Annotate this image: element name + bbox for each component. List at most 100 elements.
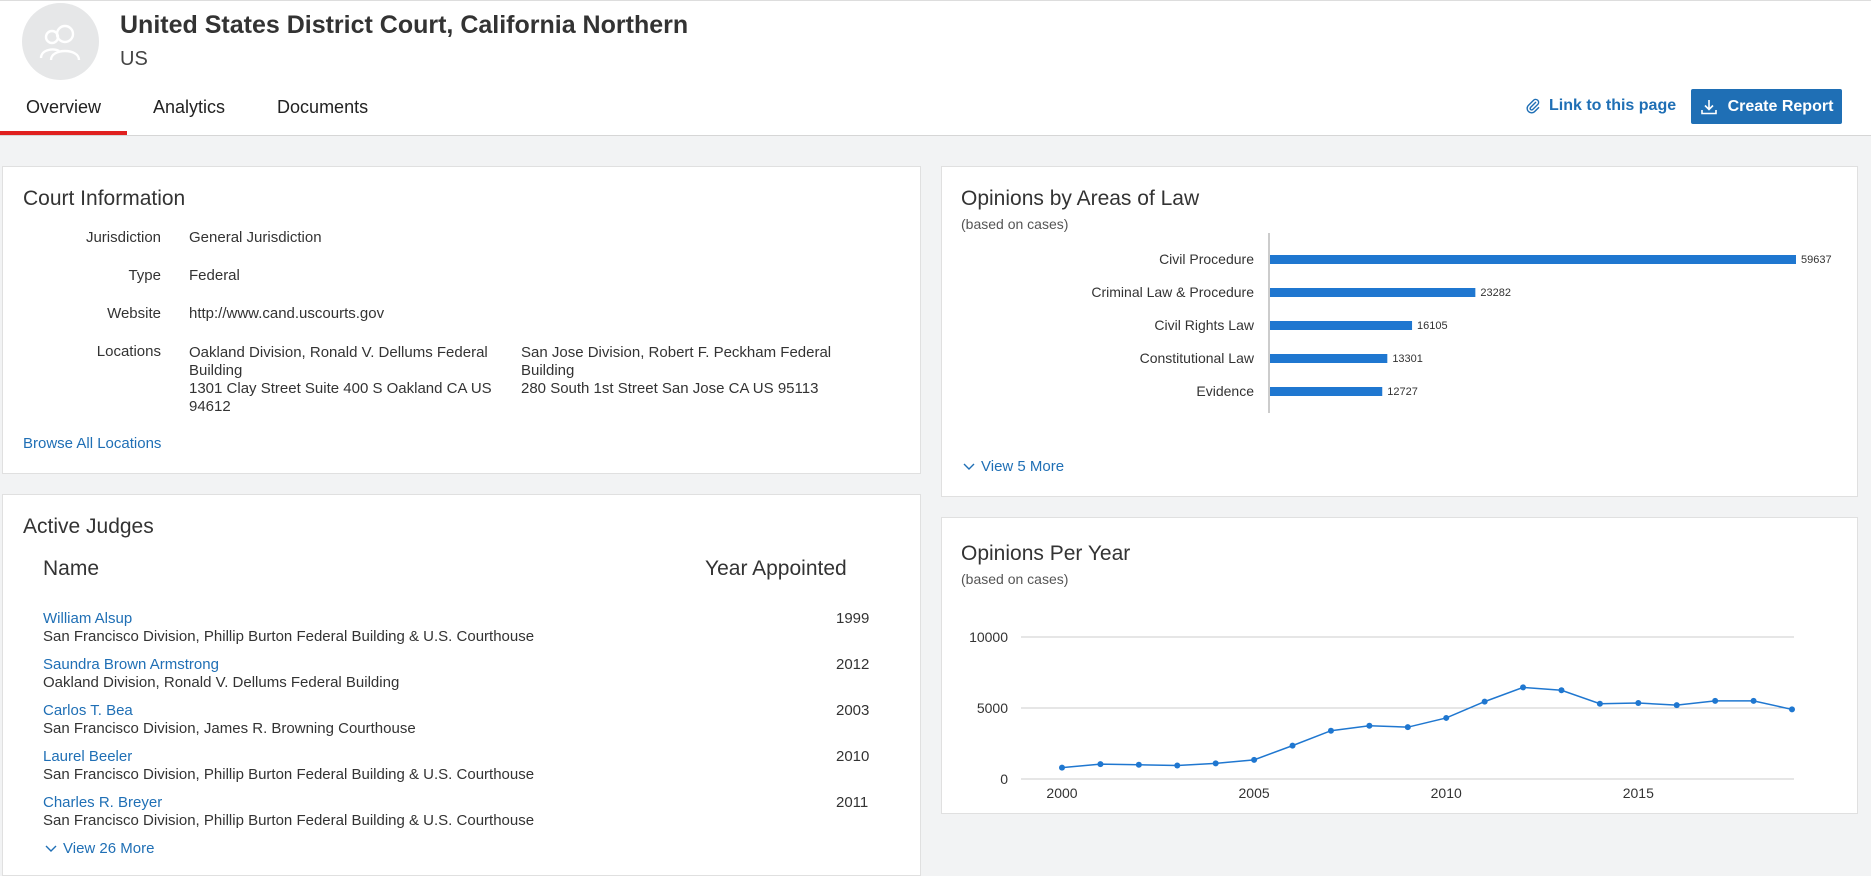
judge-year: 1999: [836, 610, 870, 627]
page-header: United States District Court, California…: [0, 0, 1871, 136]
data-point: [1443, 714, 1450, 721]
bar-value-label: 23282: [1480, 287, 1511, 299]
location-name-line: Building: [521, 362, 575, 379]
location-name-line: San Jose Division, Robert F. Peckham Fed…: [521, 344, 832, 361]
y-tick-label: 0: [1000, 771, 1008, 787]
data-point: [1289, 742, 1296, 749]
tab-bar: Overview Analytics Documents: [0, 93, 394, 135]
data-point: [1097, 761, 1104, 768]
data-point: [1520, 684, 1527, 691]
judge-name-link[interactable]: Carlos T. Bea: [43, 702, 133, 719]
court-country: US: [120, 48, 148, 70]
opinions-per-year-chart: 0 5000 10000 2000 2005 2010 2015: [969, 629, 1795, 800]
opinions-per-year-card: Opinions Per Year (based on cases) 0 5000…: [941, 517, 1858, 814]
bar-value-label: 16105: [1417, 320, 1448, 332]
judge-division: San Francisco Division, James R. Brownin…: [43, 720, 416, 737]
website-link[interactable]: http://www.cand.uscourts.gov: [189, 305, 385, 322]
bar-category-label: Constitutional Law: [1140, 350, 1255, 366]
location-address-line: 94612: [189, 398, 231, 415]
data-point: [1135, 761, 1142, 768]
data-point: [1596, 700, 1603, 707]
tab-overview[interactable]: Overview: [0, 93, 128, 135]
y-tick-label: 10000: [969, 629, 1008, 645]
bar: [1270, 288, 1476, 297]
data-point: [1712, 697, 1719, 704]
judge-year: 2011: [836, 794, 869, 811]
bar: [1270, 321, 1413, 330]
areas-of-law-card: Opinions by Areas of Law (based on cases…: [941, 166, 1858, 497]
opinions-per-year-subtitle: (based on cases): [961, 571, 1069, 587]
court-avatar: [22, 3, 99, 80]
location-name-line: Oakland Division, Ronald V. Dellums Fede…: [189, 344, 488, 361]
location-address-line: 280 South 1st Street San Jose CA US 9511…: [521, 380, 819, 397]
judge-row: Saundra Brown Armstrong Oakland Division…: [43, 656, 869, 691]
areas-of-law-chart: Civil Procedure 59637 Criminal Law & Proce…: [1091, 233, 1832, 413]
bar-category-label: Civil Rights Law: [1154, 317, 1254, 333]
bar-category-label: Evidence: [1196, 383, 1254, 399]
x-tick-label: 2005: [1239, 785, 1270, 800]
location-name-line: Building: [189, 362, 243, 379]
tab-analytics[interactable]: Analytics: [153, 97, 226, 117]
download-icon: [1700, 99, 1717, 114]
location-address-line: 1301 Clay Street Suite 400 S Oakland CA …: [189, 380, 492, 397]
page-title: United States District Court, California…: [120, 11, 689, 39]
type-label: Type: [128, 267, 161, 284]
data-point: [1251, 756, 1258, 763]
data-point: [1673, 702, 1680, 709]
judge-row: Carlos T. Bea San Francisco Division, Ja…: [43, 702, 869, 737]
judge-name-link[interactable]: William Alsup: [43, 610, 133, 627]
judge-year: 2012: [836, 656, 870, 673]
bar: [1270, 387, 1383, 396]
judge-name-link[interactable]: Saundra Brown Armstrong: [43, 656, 219, 673]
bar-value-label: 59637: [1801, 254, 1832, 266]
judge-name-link[interactable]: Laurel Beeler: [43, 748, 133, 765]
link-to-page[interactable]: Link to this page: [1525, 97, 1676, 115]
judge-year: 2003: [836, 702, 870, 719]
locations-label: Locations: [96, 343, 161, 360]
judge-year: 2010: [836, 748, 870, 765]
browse-all-locations-link[interactable]: Browse All Locations: [23, 435, 162, 452]
website-label: Website: [107, 305, 161, 322]
bar-category-label: Civil Procedure: [1159, 251, 1254, 267]
active-judges-title: Active Judges: [23, 515, 154, 538]
data-point: [1366, 722, 1373, 729]
judge-row: Charles R. Breyer San Francisco Division…: [43, 794, 868, 829]
active-judges-card: Active Judges Name Year Appointed Willia…: [2, 494, 921, 876]
create-report-label: Create Report: [1727, 97, 1834, 115]
data-point: [1174, 762, 1181, 769]
data-point: [1059, 764, 1065, 771]
judge-row: William Alsup San Francisco Division, Ph…: [43, 610, 869, 645]
jurisdiction-label: Jurisdiction: [85, 229, 161, 246]
view-more-judges-label: View 26 More: [63, 840, 155, 857]
view-more-areas-label: View 5 More: [981, 458, 1065, 475]
x-tick-label: 2015: [1623, 785, 1654, 800]
judge-division: Oakland Division, Ronald V. Dellums Fede…: [43, 674, 400, 691]
paperclip-icon: [1526, 98, 1540, 114]
view-more-areas-link[interactable]: View 5 More: [963, 458, 1064, 475]
court-information-title: Court Information: [23, 187, 186, 210]
data-point: [1212, 760, 1219, 767]
location-san-jose: San Jose Division, Robert F. Peckham Fed…: [521, 344, 841, 398]
location-oakland: Oakland Division, Ronald V. Dellums Fede…: [189, 344, 509, 416]
bar: [1270, 255, 1796, 264]
view-more-judges-link[interactable]: View 26 More: [45, 840, 154, 857]
y-tick-label: 5000: [977, 700, 1008, 716]
column-header-name: Name: [43, 557, 100, 580]
judge-division: San Francisco Division, Phillip Burton F…: [43, 766, 535, 783]
users-icon: [39, 24, 80, 60]
opinions-per-year-title: Opinions Per Year: [961, 542, 1131, 565]
areas-of-law-title: Opinions by Areas of Law: [961, 187, 1200, 210]
data-point: [1481, 698, 1488, 705]
series-line: [1061, 686, 1793, 769]
create-report-button[interactable]: Create Report: [1691, 89, 1842, 124]
data-point: [1327, 727, 1334, 734]
judge-division: San Francisco Division, Phillip Burton F…: [43, 628, 535, 645]
bar-value-label: 12727: [1387, 386, 1418, 398]
jurisdiction-value: General Jurisdiction: [189, 229, 322, 246]
bar-category-label: Criminal Law & Procedure: [1091, 284, 1254, 300]
link-to-page-label: Link to this page: [1549, 97, 1677, 114]
tab-documents[interactable]: Documents: [277, 97, 369, 117]
data-point: [1558, 687, 1565, 694]
x-tick-label: 2000: [1046, 785, 1077, 800]
judge-name-link[interactable]: Charles R. Breyer: [43, 794, 163, 811]
